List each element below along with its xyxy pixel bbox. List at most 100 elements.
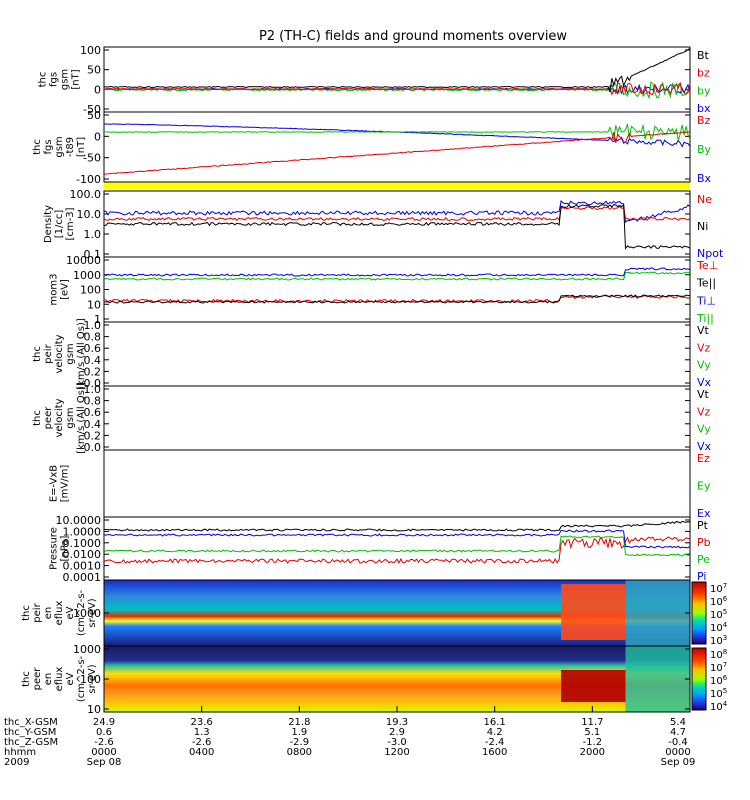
y-axis-label-line: peer [32, 667, 43, 691]
y-axis-label-line: [km/s (All Qs)] [76, 382, 87, 454]
x-axis-row-label: hhmm [4, 747, 36, 758]
legend-ti--: Ti|| [696, 312, 714, 325]
y-tick-label: 0.6 [84, 406, 102, 419]
trace-npot [103, 200, 691, 224]
y-axis-label-line: thc [21, 671, 32, 687]
y-axis-label-line: thc [21, 605, 32, 621]
y-axis-label-line: gsm [65, 343, 76, 364]
y-tick-label: 100 [80, 284, 101, 297]
panel-frame [103, 385, 691, 451]
y-axis-label-line: peir [32, 602, 43, 622]
y-axis-label-line: fgs [43, 139, 54, 154]
x-axis-value: 11.7 [581, 717, 603, 728]
y-axis-label-line: Pressure [49, 527, 60, 570]
y-tick-label: 10.0000 [56, 514, 102, 527]
y-axis-label-line: sr-eV) [87, 598, 98, 627]
x-axis-value: 0400 [189, 747, 214, 758]
y-axis-label-line: Density [43, 205, 54, 243]
legend-bz: bz [697, 67, 710, 80]
colorbar-tick-exponent: 4 [723, 621, 728, 629]
legend-te-: Te⊥ [696, 259, 718, 272]
trace-pt [103, 520, 691, 532]
y-axis-label-line: peir [43, 343, 54, 363]
y-tick-label: 1 [94, 313, 101, 326]
y-axis-label-line: peer [43, 406, 54, 430]
colorbar-tick-label: 105 [710, 608, 727, 621]
y-axis-label-line: eV [65, 606, 76, 619]
colorbar-tick-exponent: 6 [723, 674, 728, 682]
colorbar-tick-exponent: 5 [723, 687, 727, 695]
y-tick-label: 1.0 [84, 383, 102, 396]
x-axis-value: 2000 [580, 747, 605, 758]
y-axis-label-line: thc [38, 72, 49, 88]
legend-ni: Ni [697, 220, 708, 233]
x-axis-value: 24.9 [93, 717, 115, 728]
legend-pi: Pi [697, 570, 706, 583]
y-tick-label: 1.0 [84, 228, 102, 241]
y-tick-label: 1.0000 [63, 525, 102, 538]
y-axis-label-line: en [43, 673, 54, 686]
legend-ey: Ey [697, 480, 711, 493]
y-tick-label: 0.0001 [63, 571, 102, 584]
y-axis-label-line: [1/cc] [54, 210, 65, 239]
trace-ti-perp [103, 267, 691, 277]
colorbar-tick-label: 107 [710, 582, 727, 595]
y-tick-label: 1000 [73, 643, 101, 656]
legend-bz: Bz [697, 114, 711, 127]
y-axis-label-line: [cm-3] [65, 207, 76, 240]
ion-spectrogram-late-block [625, 580, 690, 646]
y-tick-label: 10 [87, 298, 101, 311]
colorbar [691, 647, 707, 711]
panel-ion-velocity: 1.00.80.60.40.20.0 thc peir velocity gsm [km/… [32, 318, 712, 390]
colorbar-tick-exponent: 8 [723, 648, 727, 656]
y-axis-label-line: [eV] [60, 279, 71, 300]
y-tick-label: 0.8 [84, 331, 102, 344]
colorbar-tick-exponent: 5 [723, 608, 727, 616]
legend-vx: Vx [697, 440, 712, 453]
legend-vx: Vx [697, 376, 712, 389]
y-tick-label: 10.0 [77, 208, 102, 221]
x-axis-row-label: 2009 [4, 757, 29, 768]
panel-frame [103, 516, 691, 581]
y-tick-label: 0.1 [84, 248, 102, 261]
colorbar-tick-exponent: 3 [723, 634, 727, 642]
y-axis-label-line: [mV/m] [60, 465, 71, 503]
legend-vt: Vt [697, 324, 710, 337]
legend-by: By [697, 143, 712, 156]
x-axis-value: 1600 [482, 747, 507, 758]
trace-by-model [103, 123, 691, 141]
y-tick-label: 1000 [73, 607, 101, 620]
y-axis-label-line: velocity [54, 334, 65, 373]
x-axis-value: 5.1 [584, 727, 600, 738]
y-axis-label-line: eV [65, 672, 76, 685]
electron-spectrogram-event-block [561, 670, 626, 702]
trace-by [103, 81, 691, 100]
trace-te-par [103, 294, 691, 304]
y-tick-label: 0.0 [84, 377, 102, 390]
trace-ni [103, 203, 691, 250]
y-tick-label: 1.0 [84, 319, 102, 332]
y-axis-label-line: -t89 [65, 137, 76, 157]
legend-pe: Pe [697, 553, 710, 566]
y-tick-label: 0.0100 [63, 548, 102, 561]
x-axis-value: -3.0 [387, 737, 407, 748]
y-axis-label-line: (cm^2-s- [76, 589, 87, 636]
y-tick-label: 0.4 [84, 418, 102, 431]
trace-ti-par [103, 271, 691, 281]
trace-bz [103, 81, 691, 96]
colorbar-tick-label: 106 [710, 595, 728, 608]
x-axis-value: -2.6 [94, 737, 114, 748]
x-axis-value: 5.4 [670, 717, 686, 728]
y-tick-label: 50 [87, 109, 101, 122]
panel-frame [103, 449, 691, 518]
colorbar-tick-exponent: 7 [723, 582, 727, 590]
panel-frame [103, 190, 691, 258]
y-axis-label-line: fgs [49, 72, 60, 87]
panel-electron-velocity: 1.00.80.60.40.20.0 thc peer velocity gsm [km/… [32, 382, 712, 454]
legend-bx: bx [697, 102, 711, 115]
y-tick-label: 10000 [66, 254, 101, 267]
y-axis-label-line: eflux [54, 601, 65, 626]
y-axis-label-line: en [43, 607, 54, 620]
x-axis-row-label: thc_X-GSM [4, 717, 58, 728]
x-axis-value: 0800 [287, 747, 312, 758]
